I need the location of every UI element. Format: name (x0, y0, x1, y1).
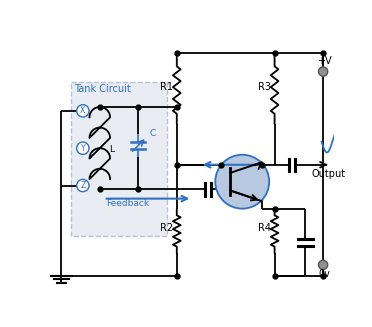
Text: Z: Z (80, 181, 86, 190)
Text: Output: Output (311, 169, 346, 179)
Text: C: C (149, 129, 155, 138)
Circle shape (77, 105, 89, 117)
Text: L: L (109, 145, 114, 154)
Text: Y: Y (80, 144, 85, 153)
Text: R2: R2 (160, 223, 173, 233)
FancyBboxPatch shape (71, 82, 167, 235)
Text: 0v: 0v (318, 269, 330, 279)
Circle shape (77, 180, 89, 192)
Circle shape (318, 67, 328, 76)
Text: +V: +V (317, 56, 331, 66)
Text: Feedback: Feedback (106, 199, 149, 208)
Text: Tank Circuit: Tank Circuit (74, 84, 131, 95)
Text: R3: R3 (258, 82, 271, 92)
Circle shape (215, 155, 269, 209)
Circle shape (318, 260, 328, 269)
Text: R4: R4 (258, 223, 271, 233)
Text: X: X (80, 106, 86, 115)
Text: R1: R1 (160, 82, 173, 92)
Circle shape (77, 142, 89, 154)
